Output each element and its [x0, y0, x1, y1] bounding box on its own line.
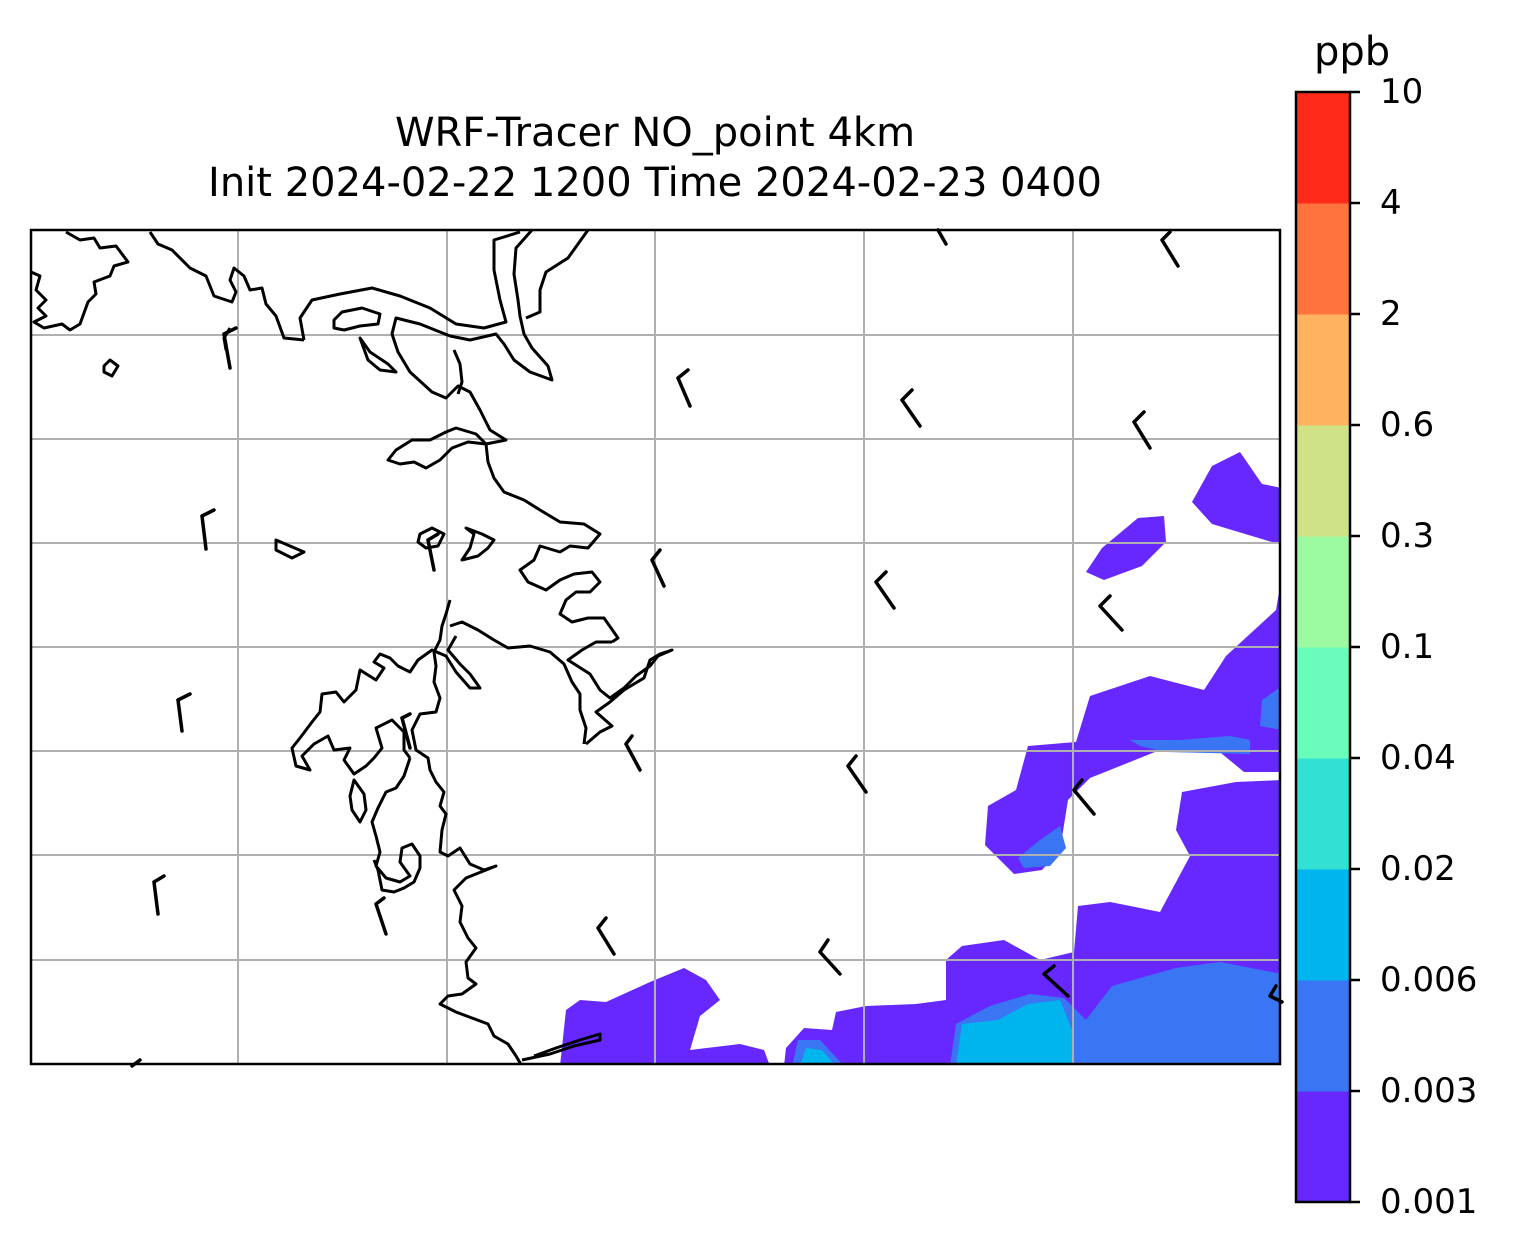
contour-band-0003-patch [1018, 826, 1066, 868]
contour-band-0001-upper-right [1192, 452, 1280, 545]
colorbar-tick-label: 4 [1380, 183, 1402, 223]
colorbar-segment [1296, 314, 1350, 426]
contour-band-0003-east [1130, 736, 1250, 754]
contour-band-0006-south [956, 1000, 1074, 1064]
wind-barb [176, 692, 192, 733]
wind-barb [650, 548, 666, 588]
wind-barb [936, 228, 948, 246]
coastline-channel [449, 230, 554, 382]
wind-barb [426, 532, 440, 572]
coastline-southern-arm-west [370, 757, 422, 894]
wind-barb [818, 938, 842, 976]
wind-barb [374, 896, 388, 936]
colorbar-tick-label: 0.006 [1380, 960, 1478, 1000]
wind-barb [596, 916, 616, 956]
wind-barb [200, 508, 216, 551]
colorbar-segment [1296, 758, 1350, 870]
colorbar-segment [1296, 647, 1350, 759]
colorbar-tick-label: 0.02 [1380, 849, 1456, 889]
coastline-southern-spit [521, 1032, 602, 1062]
colorbar-ticks [1350, 90, 1360, 1204]
coastline-west-arm [358, 336, 398, 374]
wind-barb [1132, 410, 1152, 450]
coastline-inlet-north [148, 231, 305, 342]
contour-band-0006-small [800, 1048, 835, 1064]
colorbar [1294, 90, 1360, 1204]
coastline-island-c [274, 538, 306, 560]
wind-barb [676, 368, 692, 408]
contour-band-0003-edge [1260, 687, 1280, 730]
wind-barb [400, 712, 412, 750]
contour-band-0001-south [560, 968, 770, 1064]
coastline-southern-arm [410, 599, 523, 1064]
wind-barb [1160, 230, 1180, 268]
colorbar-tick-label: 0.6 [1380, 405, 1435, 445]
colorbar-tick-label: 0.1 [1380, 627, 1435, 667]
coastline-peninsula-north [298, 230, 521, 341]
colorbar-tick-label: 10 [1380, 72, 1424, 112]
contour-band-0001-east [985, 586, 1280, 874]
coastlines [31, 230, 674, 1064]
colorbar-tick-label: 0.001 [1380, 1182, 1478, 1222]
wind-barb [152, 874, 166, 916]
wind-barb [222, 326, 238, 370]
coastline-island-f [348, 778, 368, 824]
colorbar-tick-label: 0.003 [1380, 1071, 1478, 1111]
wind-barb [624, 734, 642, 772]
wind-barb [1042, 964, 1070, 998]
colorbar-segment [1296, 980, 1350, 1092]
wind-barb [900, 388, 922, 428]
coastline-inlet-middle [452, 349, 464, 395]
coastline-sound-west [290, 635, 482, 776]
title-line-2: Init 2024-02-22 1200 Time 2024-02-23 040… [208, 160, 1102, 206]
colorbar-segment [1296, 536, 1350, 648]
coastline-fjord-west [386, 426, 488, 470]
coastline-island-b [102, 358, 120, 378]
coastline-island-e [460, 526, 496, 562]
coastline-sound [449, 620, 588, 745]
wind-barb [874, 570, 896, 610]
colorbar-tick-label: 0.3 [1380, 516, 1435, 556]
colorbar-segment [1296, 1091, 1350, 1203]
wind-barb [1098, 594, 1124, 632]
contour-band-0001-patch [1086, 516, 1166, 580]
colorbar-segments [1296, 92, 1350, 1203]
wind-barb [846, 754, 868, 794]
colorbar-segment [1296, 869, 1350, 981]
colorbar-segment [1296, 203, 1350, 315]
tracer-contours [560, 452, 1280, 1064]
colorbar-tick-label: 2 [1380, 294, 1402, 334]
wind-barb [1072, 778, 1096, 816]
coastline-island-d [416, 526, 446, 550]
colorbar-tick-label: 0.04 [1380, 738, 1456, 778]
map-frame [29, 228, 1282, 1066]
coastline-northwest [31, 230, 130, 332]
colorbar-segment [1296, 92, 1350, 204]
map-title: WRF-Tracer NO_point 4km Init 2024-02-22 … [30, 108, 1280, 208]
coastline-central [390, 316, 620, 644]
title-line-1: WRF-Tracer NO_point 4km [394, 110, 916, 156]
colorbar-segment [1296, 425, 1350, 537]
coastline-island-a [332, 306, 382, 332]
coastline-inlet-south [566, 640, 674, 746]
map-gridlines [31, 230, 1280, 1064]
colorbar-unit-label: ppb [1314, 29, 1391, 75]
coastline-river-east [525, 230, 590, 320]
